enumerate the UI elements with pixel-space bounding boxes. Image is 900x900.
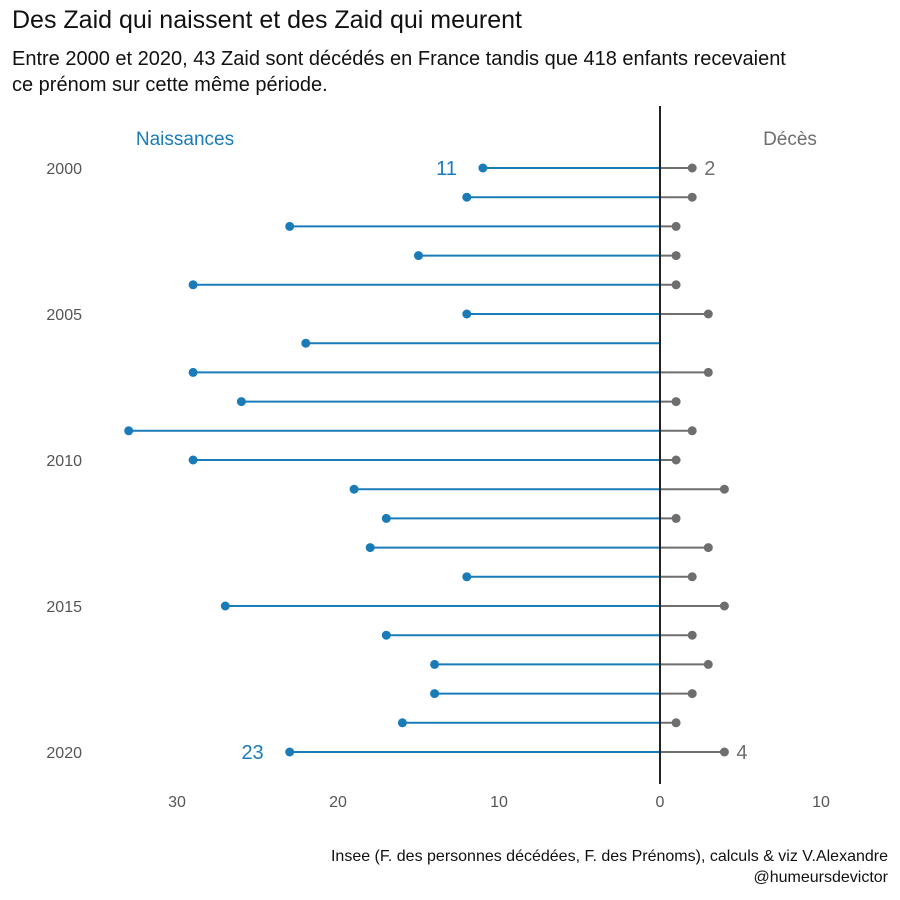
deaths-point-2015 <box>719 601 729 611</box>
births-point-2017 <box>430 659 440 669</box>
births-point-2020 <box>285 747 295 757</box>
births-point-2008 <box>236 397 246 407</box>
births-point-2016 <box>381 630 391 640</box>
deaths-point-2010 <box>671 455 681 465</box>
births-point-2012 <box>381 513 391 523</box>
births-point-2001 <box>462 192 472 202</box>
x-tick-0: 30 <box>168 794 186 811</box>
births-point-2002 <box>285 221 295 231</box>
births-point-2005 <box>462 309 472 319</box>
deaths-point-2014 <box>687 572 697 582</box>
chart-subtitle: Entre 2000 et 2020, 43 Zaid sont décédés… <box>12 48 786 96</box>
births-point-2010 <box>188 455 198 465</box>
deaths-point-2005 <box>703 309 713 319</box>
year-tick-2000: 2000 <box>46 161 82 178</box>
births-point-2003 <box>414 251 423 261</box>
births-point-2000 <box>478 163 488 173</box>
births-point-2007 <box>188 367 198 377</box>
births-point-2011 <box>349 484 359 494</box>
deaths-point-2004 <box>671 280 681 290</box>
births-point-2019 <box>397 718 407 728</box>
year-tick-2015: 2015 <box>46 599 82 616</box>
deaths-point-2017 <box>703 659 713 669</box>
deaths-point-2020 <box>719 747 729 757</box>
x-tick-3: 0 <box>656 794 665 811</box>
deaths-point-2009 <box>687 426 697 436</box>
chart-title: Des Zaid qui naissent et des Zaid qui me… <box>12 6 522 34</box>
births-point-2018 <box>430 689 440 699</box>
deaths-point-2011 <box>719 484 729 494</box>
deaths-point-2002 <box>671 221 681 231</box>
deaths-annotation-2020: 4 <box>736 742 747 764</box>
year-tick-2005: 2005 <box>46 307 82 324</box>
births-point-2004 <box>188 280 198 290</box>
deaths-point-2008 <box>671 397 681 407</box>
births-point-2015 <box>220 601 230 611</box>
births-point-2014 <box>462 572 472 582</box>
deaths-point-2000 <box>687 163 697 173</box>
x-tick-4: 10 <box>812 794 830 811</box>
births-annotation-2000: 11 <box>436 158 457 180</box>
deaths-point-2016 <box>687 630 697 640</box>
deaths-point-2007 <box>703 367 713 377</box>
source-caption: Insee (F. des personnes décédées, F. des… <box>330 848 888 886</box>
deaths-point-2013 <box>703 543 713 553</box>
x-tick-2: 10 <box>490 794 508 811</box>
births-point-2009 <box>124 426 134 436</box>
births-group-label: Naissances <box>136 129 234 150</box>
deaths-point-2019 <box>671 718 681 728</box>
births-point-2006 <box>301 338 311 348</box>
year-tick-2020: 2020 <box>46 745 82 762</box>
births-point-2013 <box>365 543 375 553</box>
deaths-annotation-2000: 2 <box>704 158 715 180</box>
deaths-point-2012 <box>671 513 681 523</box>
year-tick-2010: 2010 <box>46 453 82 470</box>
births-annotation-2020: 23 <box>241 742 263 764</box>
deaths-group-label: Décès <box>763 129 817 150</box>
deaths-point-2018 <box>687 689 697 699</box>
deaths-point-2003 <box>671 251 681 261</box>
deaths-point-2001 <box>687 192 697 202</box>
x-tick-1: 20 <box>329 794 347 811</box>
